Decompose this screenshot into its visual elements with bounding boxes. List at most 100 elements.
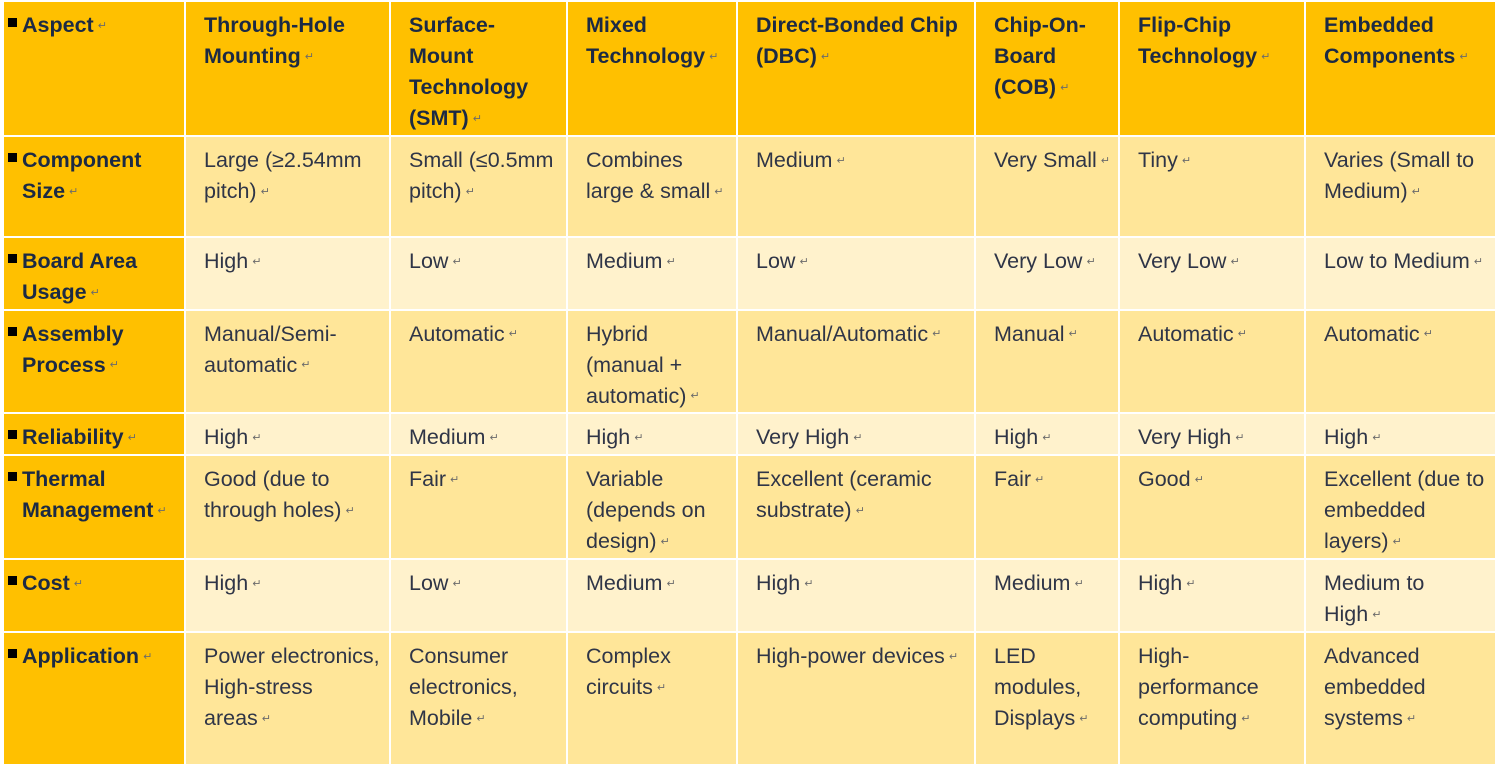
- row-header-cell: Application ↵: [4, 632, 186, 766]
- cell-text: Tiny: [1138, 147, 1178, 172]
- paragraph-mark-icon: ↵: [261, 712, 272, 725]
- cell-text: LED modules, Displays: [994, 643, 1082, 730]
- bullet-icon: [8, 472, 17, 482]
- table-cell: Advanced embedded systems ↵: [1306, 632, 1497, 766]
- paragraph-mark-icon: ↵: [709, 50, 719, 63]
- table-cell: Complex circuits ↵: [568, 632, 738, 766]
- table-cell: Medium ↵: [976, 560, 1120, 633]
- table-cell: Automatic ↵: [1306, 310, 1497, 415]
- cell-text: Fair: [994, 467, 1032, 492]
- row-label: Assembly Process: [22, 321, 124, 377]
- paragraph-mark-icon: ↵: [666, 255, 676, 268]
- table-header-row: Aspect ↵ Through-Hole Mounting ↵ Surface-M…: [4, 2, 1497, 137]
- table-cell: Very Low ↵: [976, 237, 1120, 311]
- paragraph-mark-icon: ↵: [1074, 577, 1084, 590]
- cell-text: Medium to High: [1324, 571, 1425, 627]
- paragraph-mark-icon: ↵: [656, 681, 667, 694]
- table-cell: Good ↵: [1120, 456, 1306, 561]
- cell-text: High: [586, 425, 631, 450]
- table-row: Reliability ↵ High ↵ Medium ↵ High ↵ Very High ↵ H…: [4, 414, 1497, 457]
- cell-text: High: [1138, 571, 1183, 596]
- table-cell: High ↵: [976, 414, 1120, 457]
- cell-text: Low: [409, 571, 449, 596]
- comparison-table-container: Aspect ↵ Through-Hole Mounting ↵ Surface-M…: [4, 2, 1497, 766]
- table-cell: High-performance computing ↵: [1120, 632, 1306, 766]
- table-cell: High ↵: [186, 414, 391, 457]
- bullet-icon: [8, 253, 17, 263]
- cell-text: Very Small: [994, 147, 1097, 172]
- header-cell: Flip-Chip Technology ↵: [1120, 2, 1306, 137]
- table-row: Cost ↵ High ↵ Low ↵ Medium ↵ High ↵ Medium ↵ High ↵ Me…: [4, 560, 1497, 633]
- table-cell: Low ↵: [391, 237, 568, 311]
- table-cell: High ↵: [1306, 414, 1497, 457]
- cell-text: Hybrid (manual + automatic): [586, 321, 687, 408]
- table-cell: Medium to High ↵: [1306, 560, 1497, 633]
- cell-text: Excellent (due to embedded layers): [1324, 467, 1485, 554]
- cell-text: Low to Medium: [1324, 248, 1470, 273]
- table-cell: LED modules, Displays ↵: [976, 632, 1120, 766]
- table-cell: Medium ↵: [738, 136, 976, 238]
- row-label: Thermal Management: [22, 467, 154, 523]
- cell-text: Very Low: [1138, 248, 1227, 273]
- row-header-cell: Cost ↵: [4, 560, 186, 633]
- header-cell-aspect: Aspect ↵: [4, 2, 186, 137]
- cell-text: Low: [756, 248, 796, 273]
- table-cell: High ↵: [738, 560, 976, 633]
- paragraph-mark-icon: ↵: [1372, 432, 1382, 445]
- header-label: Surface-Mount Technology (SMT): [409, 13, 529, 130]
- paragraph-mark-icon: ↵: [1186, 577, 1196, 590]
- paragraph-mark-icon: ↵: [304, 50, 314, 63]
- table-cell: High ↵: [186, 560, 391, 633]
- paragraph-mark-icon: ↵: [799, 255, 809, 268]
- header-cell: Surface-Mount Technology (SMT) ↵: [391, 2, 568, 137]
- row-header-cell: Reliability ↵: [4, 414, 186, 457]
- bullet-icon: [8, 576, 17, 586]
- cell-text: High: [204, 425, 249, 450]
- paragraph-mark-icon: ↵: [73, 577, 83, 590]
- table-cell: Low ↵: [738, 237, 976, 311]
- table-cell: Power electronics, High-stress areas ↵: [186, 632, 391, 766]
- paragraph-mark-icon: ↵: [508, 328, 518, 341]
- row-label: Component Size: [22, 147, 142, 203]
- cell-text: High: [204, 571, 249, 596]
- table-cell: Fair ↵: [976, 456, 1120, 561]
- row-header-cell: Thermal Management ↵: [4, 456, 186, 561]
- cell-text: Manual/Automatic: [756, 321, 929, 346]
- table-cell: High-power devices ↵: [738, 632, 976, 766]
- bullet-icon: [8, 18, 17, 27]
- cell-text: Combines large & small: [586, 147, 711, 203]
- paragraph-mark-icon: ↵: [143, 650, 153, 663]
- table-row: Component Size ↵ Large (≥2.54mm pitch) ↵ Sma…: [4, 136, 1497, 238]
- table-cell: Very Low ↵: [1120, 237, 1306, 311]
- header-cell: Chip-On-Board (COB) ↵: [976, 2, 1120, 137]
- table-body: Component Size ↵ Large (≥2.54mm pitch) ↵ Sma…: [4, 136, 1497, 766]
- table-cell: Low to Medium ↵: [1306, 237, 1497, 311]
- header-label: Embedded Components: [1324, 13, 1456, 68]
- header-label: Direct-Bonded Chip (DBC): [756, 13, 958, 68]
- cell-text: Manual/Semi-automatic: [204, 321, 337, 377]
- table-row: Thermal Management ↵ Good (due to through …: [4, 456, 1497, 561]
- cell-text: High: [204, 248, 249, 273]
- table-cell: High ↵: [1120, 560, 1306, 633]
- paragraph-mark-icon: ↵: [252, 432, 262, 445]
- table-cell: Variable (depends on design) ↵: [568, 456, 738, 561]
- paragraph-mark-icon: ↵: [1392, 536, 1402, 549]
- table-cell: Small (≤0.5mm pitch) ↵: [391, 136, 568, 238]
- paragraph-mark-icon: ↵: [1060, 81, 1070, 94]
- header-cell: Embedded Components ↵: [1306, 2, 1497, 137]
- cell-text: Very High: [756, 425, 850, 450]
- paragraph-mark-icon: ↵: [666, 577, 676, 590]
- table-cell: Medium ↵: [568, 237, 738, 311]
- paragraph-mark-icon: ↵: [948, 650, 959, 663]
- cell-text: High: [994, 425, 1039, 450]
- paragraph-mark-icon: ↵: [855, 505, 865, 518]
- table-cell: Very Small ↵: [976, 136, 1120, 238]
- cell-text: High-power devices: [756, 643, 945, 668]
- bullet-icon: [8, 648, 17, 658]
- cell-text: Varies (Small to Medium): [1324, 147, 1475, 203]
- paragraph-mark-icon: ↵: [1235, 432, 1245, 445]
- cell-text: Medium: [586, 571, 663, 596]
- cell-text: High: [756, 571, 801, 596]
- header-label: Aspect: [22, 13, 94, 37]
- paragraph-mark-icon: ↵: [252, 255, 262, 268]
